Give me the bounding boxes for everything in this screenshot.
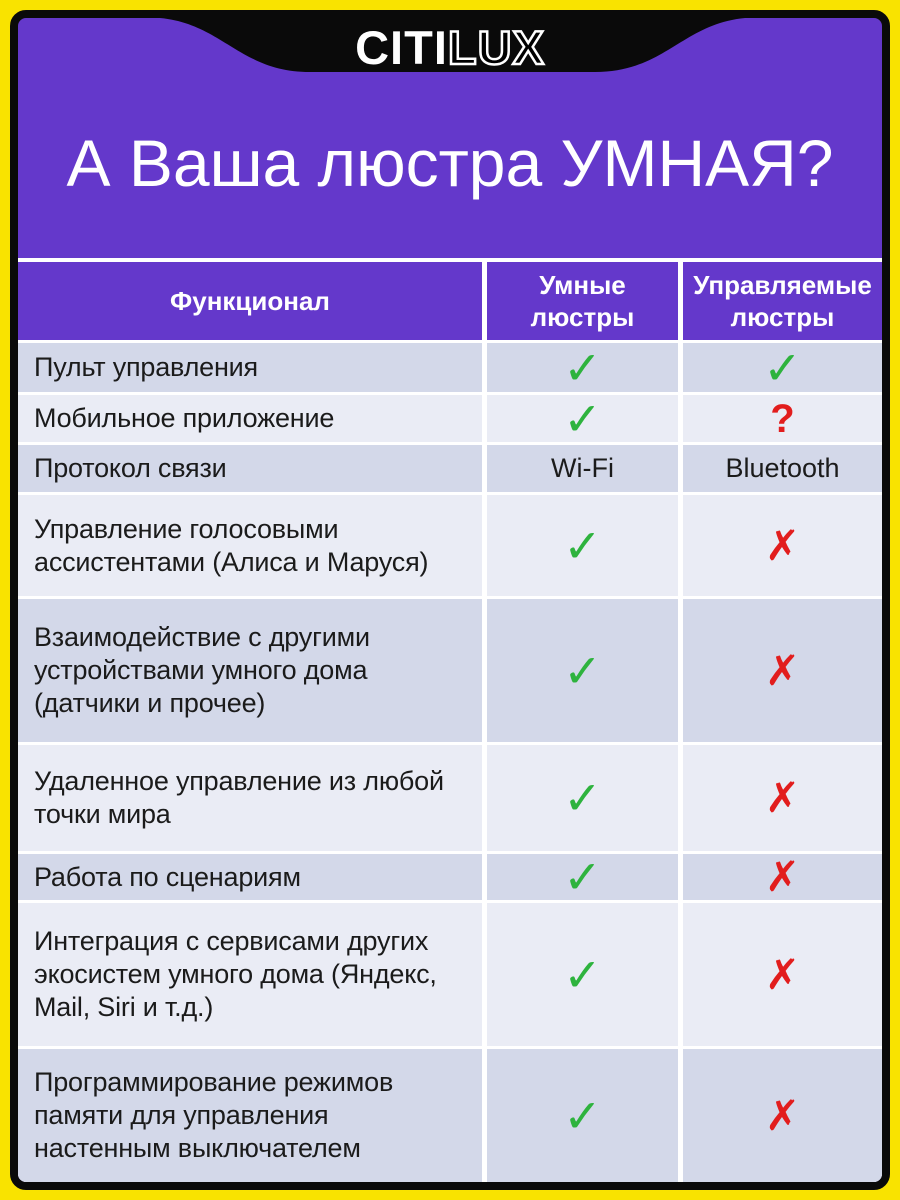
smart-value-cell: ✓	[487, 1049, 678, 1182]
controlled-value-cell: ✗	[683, 903, 882, 1046]
feature-cell: Мобильное приложение	[18, 395, 482, 442]
check-icon: ✓	[563, 391, 602, 446]
smart-value-cell: Wi-Fi	[487, 445, 678, 492]
controlled-value-cell: ?	[683, 395, 882, 442]
feature-cell: Взаимодействие с другими устройствами ум…	[18, 599, 482, 742]
poster-frame: CITILUX А Ваша люстра УМНАЯ? Функционал …	[10, 10, 890, 1190]
feature-cell: Программирование режимов памяти для упра…	[18, 1049, 482, 1182]
column-header-controlled: Управляемые люстры	[683, 262, 882, 340]
controlled-value-cell: ✗	[683, 854, 882, 900]
question-icon: ?	[770, 396, 795, 441]
check-icon: ✓	[563, 771, 602, 825]
column-header-label: Умные	[539, 269, 626, 300]
logo-tab-shape	[160, 18, 745, 72]
header-divider	[18, 258, 882, 262]
feature-cell: Протокол связи	[18, 445, 482, 492]
controlled-value-cell: ✓	[683, 343, 882, 392]
page-title: А Ваша люстра УМНАЯ?	[66, 126, 834, 200]
check-icon: ✓	[563, 340, 602, 395]
check-icon: ✓	[563, 947, 602, 1002]
poster-header: CITILUX А Ваша люстра УМНАЯ?	[18, 18, 882, 258]
column-header-label: люстры	[530, 302, 635, 332]
brand-logo: CITILUX	[18, 18, 882, 76]
cross-icon: ✗	[764, 773, 801, 822]
check-icon: ✓	[563, 850, 602, 904]
cross-icon: ✗	[764, 852, 801, 901]
cross-icon: ✗	[764, 520, 801, 570]
controlled-value-cell: Bluetooth	[683, 445, 882, 492]
check-icon: ✓	[563, 1088, 602, 1143]
logo-text-citi: CITI	[355, 20, 448, 74]
column-header-smart: Умные люстры	[487, 262, 678, 340]
feature-cell: Работа по сценариям	[18, 854, 482, 900]
smart-value-cell: ✓	[487, 599, 678, 742]
cross-icon: ✗	[764, 645, 801, 695]
controlled-value-cell: ✗	[683, 745, 882, 851]
feature-cell: Интеграция с сервисами других экосистем …	[18, 903, 482, 1046]
feature-cell: Управление голосовыми ассистентами (Алис…	[18, 495, 482, 596]
cross-icon: ✗	[764, 1090, 801, 1140]
check-icon: ✓	[763, 340, 802, 395]
controlled-value-cell: ✗	[683, 1049, 882, 1182]
smart-value-cell: ✓	[487, 745, 678, 851]
column-header-functional: Функционал	[18, 262, 482, 340]
column-header-label: Функционал	[170, 285, 330, 316]
feature-cell: Пульт управления	[18, 343, 482, 392]
controlled-value-cell: ✗	[683, 599, 882, 742]
check-icon: ✓	[563, 518, 602, 573]
smart-value-cell: ✓	[487, 343, 678, 392]
controlled-value-cell: ✗	[683, 495, 882, 596]
comparison-table: Функционал Умные люстры Управляемые люст…	[18, 262, 882, 1182]
logo-text-lux: LUX	[447, 20, 546, 74]
smart-value-cell: ✓	[487, 395, 678, 442]
feature-cell: Удаленное управление из любой точки мира	[18, 745, 482, 851]
smart-value-cell: ✓	[487, 495, 678, 596]
column-header-label: Управляемые	[693, 269, 872, 300]
smart-value-cell: ✓	[487, 903, 678, 1046]
cross-icon: ✗	[764, 949, 801, 999]
column-header-label: люстры	[730, 302, 835, 332]
check-icon: ✓	[563, 643, 602, 698]
smart-value-cell: ✓	[487, 854, 678, 900]
